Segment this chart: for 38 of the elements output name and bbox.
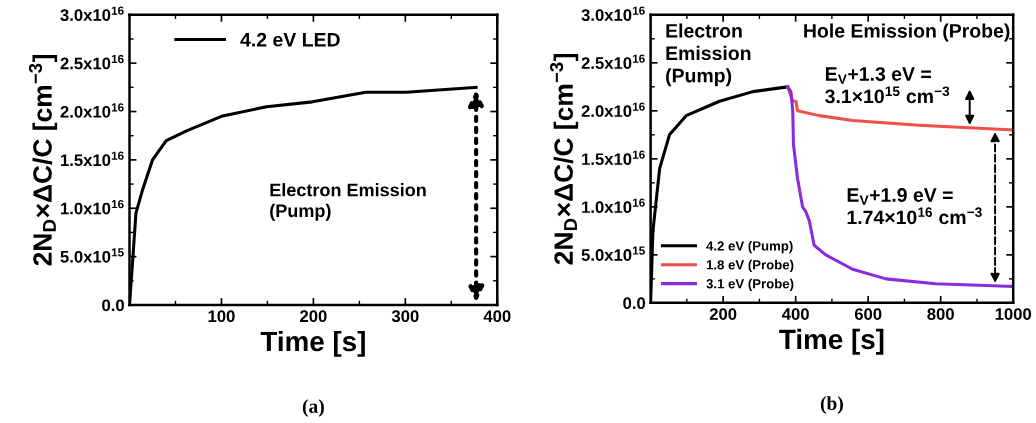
y-tick-label: 1.0x10$^{16}$	[582, 198, 645, 214]
y-tick-label: 3.0x10$^{16}$	[581, 6, 645, 22]
x-tick-label: 400	[782, 308, 809, 320]
y-tick-label: 2.0x10$^{16}$	[581, 102, 645, 118]
x-tick-label: 600	[854, 308, 882, 320]
y-tick-label: 1.5x10$^{16}$	[61, 151, 124, 167]
legend-label: 1.8 eV (Probe)	[706, 259, 794, 273]
x-axis-title: Time [s]	[779, 328, 884, 355]
legend-label: 4.2 eV (Pump)	[706, 240, 793, 254]
legend-label: 4.2 eV LED	[240, 32, 340, 47]
y-tick-label: 0.0	[102, 299, 124, 312]
y-tick-label: 1.0x10$^{16}$	[61, 199, 124, 215]
annotation: E$_{V}$+1.9 eV = 1.74×10$^{16}$ cm$^{−3}$	[847, 188, 982, 225]
annotation: Electron Emission (Pump)	[666, 23, 751, 87]
text: (a)	[302, 399, 324, 417]
y-tick-label: 1.5x10$^{16}$	[582, 150, 645, 166]
y-tick-label: 2.0x10$^{16}$	[60, 103, 124, 118]
y-tick-label: 2.5x10$^{16}$	[581, 54, 645, 69]
y-axis-title: 2N$_{D}$×ΔC/C [cm$^{−3}$]	[28, 54, 58, 266]
x-tick-label: 800	[927, 308, 954, 320]
annotation: Hole Emission (Probe)	[804, 23, 1010, 42]
x-tick-label: 100	[208, 310, 235, 323]
x-tick-label: 200	[709, 308, 737, 320]
x-tick-label: 400	[483, 310, 511, 323]
y-tick-label: 5.0x10$^{15}$	[581, 246, 645, 261]
y-tick-label: 5.0x10$^{15}$	[60, 248, 124, 263]
y-axis-title: 2N$_{D}$×ΔC/C [cm$^{−3}$]	[550, 53, 579, 265]
text: (b)	[820, 396, 843, 414]
y-tick-label: 2.5x10$^{16}$	[60, 54, 124, 70]
legend-label: 3.1 eV (Probe)	[706, 278, 794, 291]
annotation: E$_{V}$+1.3 eV = 3.1×10$^{15}$ cm$^{−3}$	[825, 67, 950, 104]
annotation: Electron Emission (Pump)	[270, 183, 426, 221]
x-tick-label: 300	[391, 310, 419, 323]
y-tick-label: 3.0x10$^{16}$	[60, 6, 124, 22]
x-tick-label: 1000	[995, 308, 1032, 320]
x-axis-title: Time [s]	[260, 330, 365, 357]
y-tick-label: 0.0	[623, 297, 646, 310]
x-tick-label: 200	[300, 310, 327, 323]
